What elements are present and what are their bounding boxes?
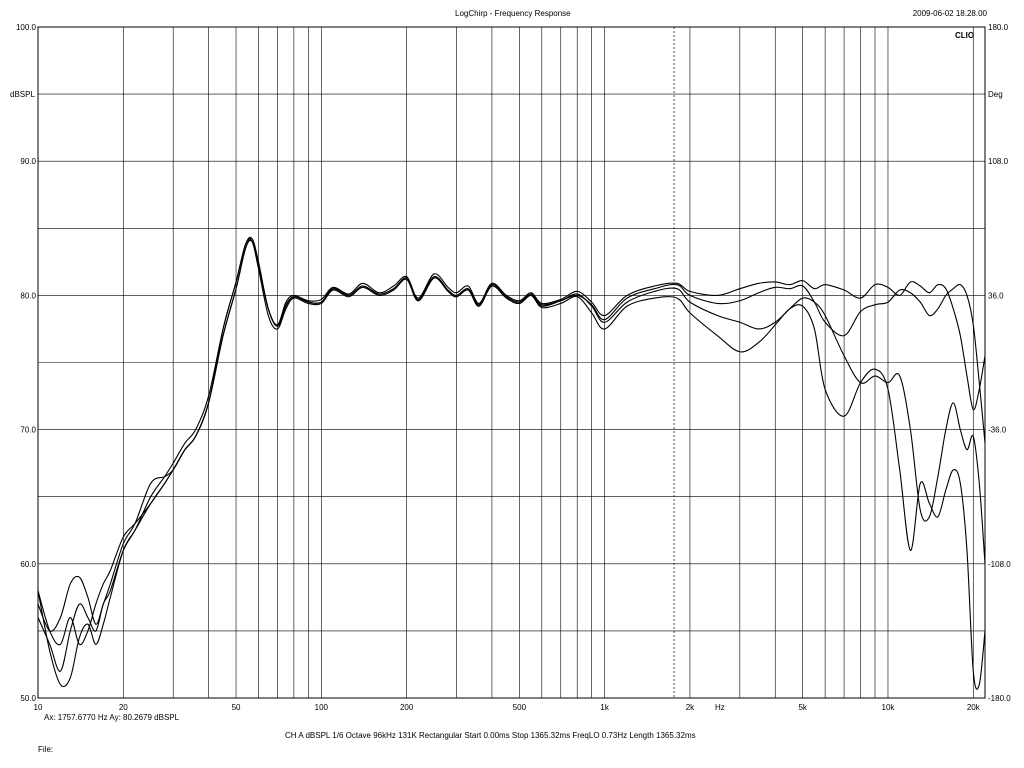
x-tick-label: 50 xyxy=(232,703,241,712)
x-tick-label: 1k xyxy=(600,703,609,712)
x-tick-label: 100 xyxy=(315,703,329,712)
series-line-4 xyxy=(37,236,986,690)
cursor-readout: Ax: 1757.6770 Hz Ay: 80.2679 dBSPL xyxy=(44,713,180,722)
timestamp-label: 2009-06-02 18.28.00 xyxy=(912,9,987,18)
brand-logo-label: CLIO xyxy=(955,31,974,40)
x-tick-label: 200 xyxy=(400,703,414,712)
x-tick-label: 2k xyxy=(686,703,695,712)
tick-labels: 10 20 50 100 200 500 1k 2k 5k 10k 20k 100.0 90.0 80.0… xyxy=(16,23,1011,712)
data-series xyxy=(37,236,986,690)
x-axis-unit-label: Hz xyxy=(715,703,725,712)
y-tick-label: 90.0 xyxy=(20,157,36,166)
y2-tick-label: -180.0 xyxy=(988,694,1011,703)
x-tick-label: 10k xyxy=(882,703,896,712)
y2-tick-label: -108.0 xyxy=(988,560,1011,569)
x-tick-label: 5k xyxy=(798,703,807,712)
grid-lines xyxy=(38,27,985,698)
y2-tick-label: 180.0 xyxy=(988,23,1009,32)
y-axis-unit-label: dBSPL xyxy=(10,90,35,99)
file-label: File: xyxy=(38,745,54,754)
x-tick-label: 10 xyxy=(34,703,43,712)
y-tick-label: 70.0 xyxy=(20,426,36,435)
x-tick-label: 500 xyxy=(513,703,527,712)
x-tick-label: 20k xyxy=(967,703,981,712)
measurement-settings: CH A dBSPL 1/6 Octave 96kHz 131K Rectang… xyxy=(285,731,696,740)
y-tick-label: 80.0 xyxy=(20,291,36,300)
y2-tick-label: 108.0 xyxy=(988,157,1009,166)
y-tick-label: 60.0 xyxy=(20,560,36,569)
x-tick-label: 20 xyxy=(119,703,128,712)
chart-title: LogChirp - Frequency Response xyxy=(455,9,571,18)
y-tick-label: 50.0 xyxy=(20,694,36,703)
y2-tick-label: 36.0 xyxy=(988,291,1004,300)
y2-axis-unit-label: Deg xyxy=(988,90,1003,99)
y2-tick-label: -36.0 xyxy=(988,426,1007,435)
y-tick-label: 100.0 xyxy=(16,23,37,32)
